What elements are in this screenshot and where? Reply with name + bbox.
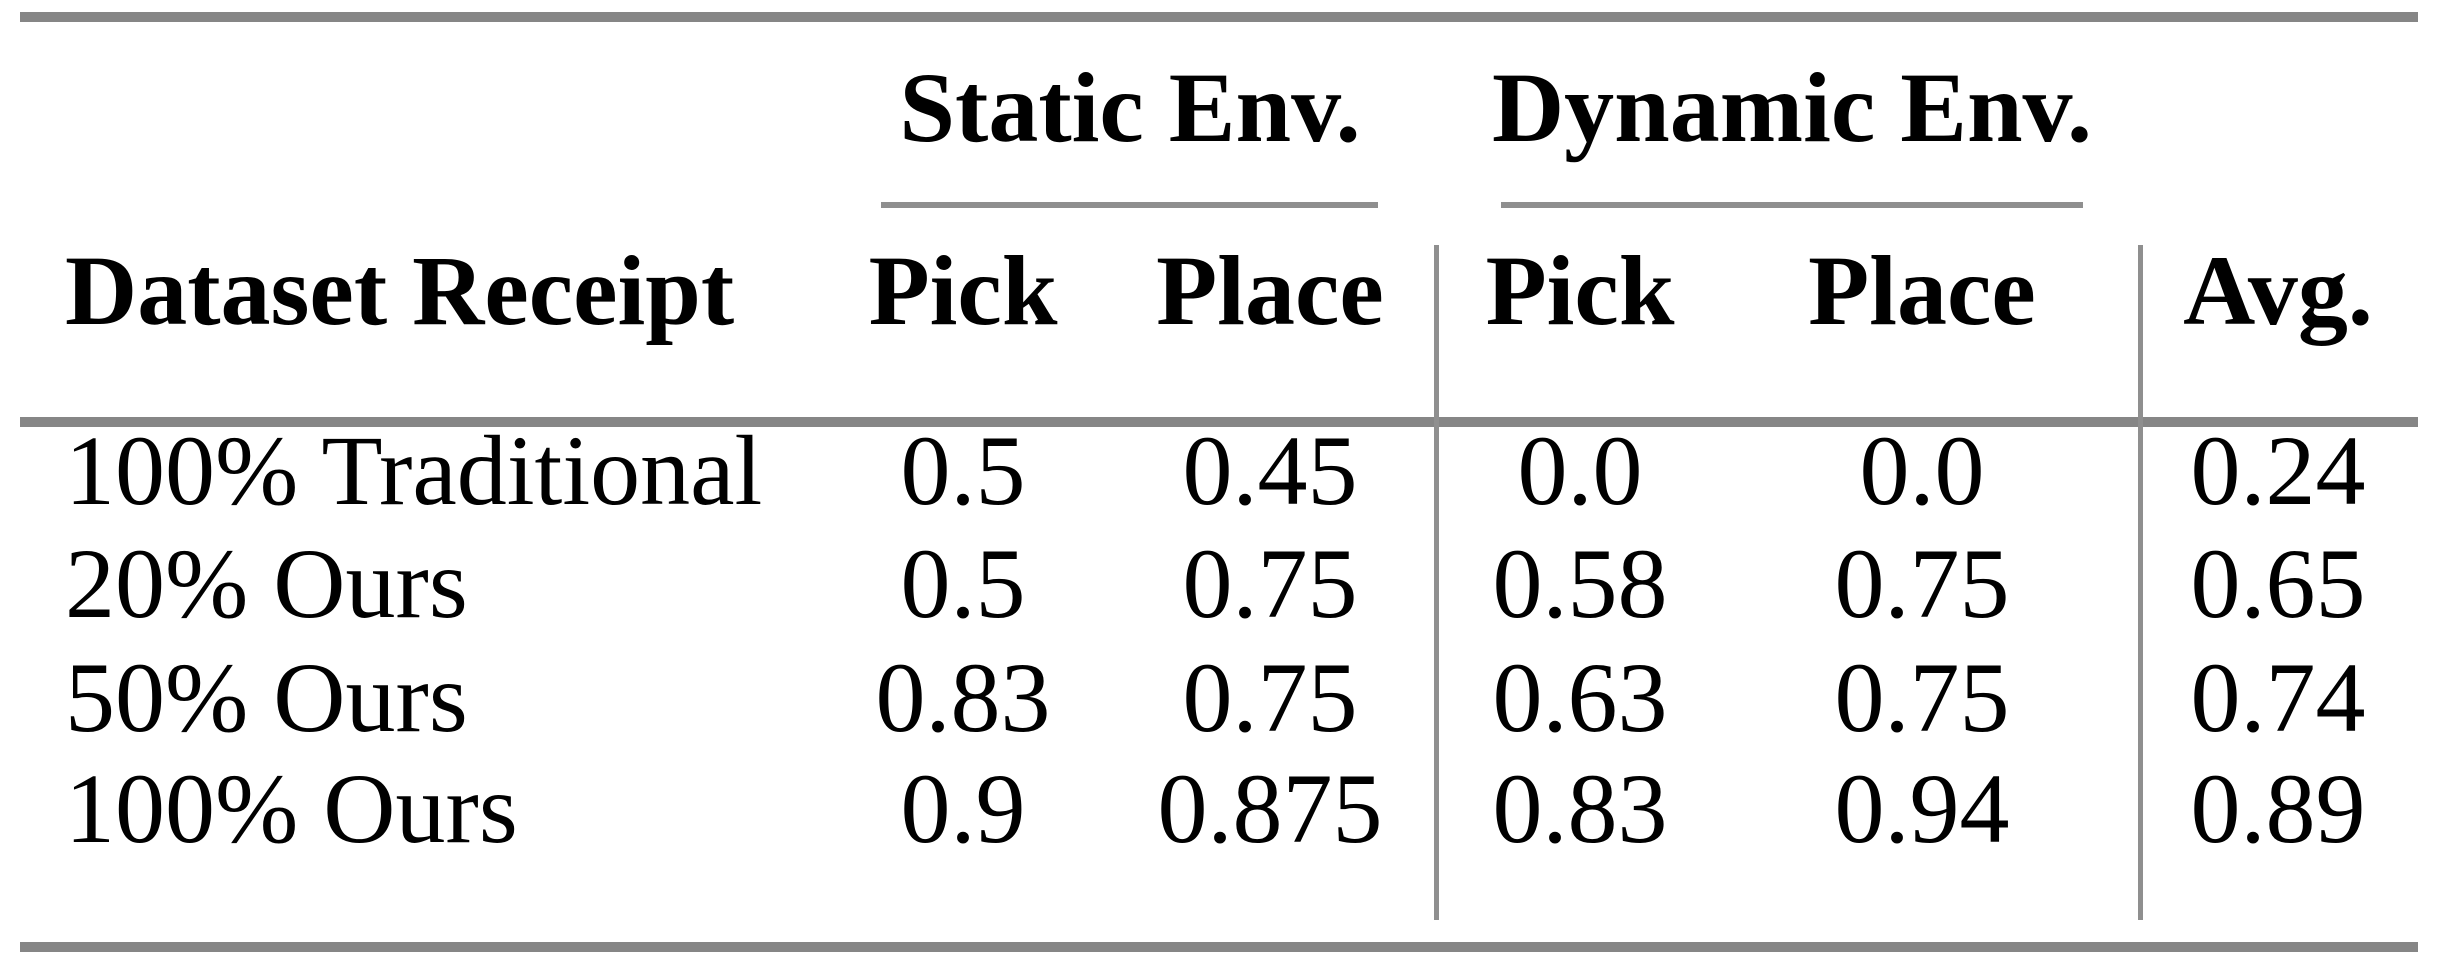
cell-static-pick: 0.9 [900, 753, 1026, 864]
cell-avg: 0.74 [2190, 642, 2366, 753]
group-header-static-env: Static Env. [899, 52, 1361, 163]
column-header-static-pick: Pick [868, 235, 1058, 346]
cell-dynamic-pick: 0.83 [1492, 753, 1668, 864]
column-header-avg: Avg. [2183, 235, 2373, 346]
column-header-static-place: Place [1156, 235, 1384, 346]
cell-static-pick: 0.83 [875, 642, 1051, 753]
cell-avg: 0.24 [2190, 415, 2366, 526]
table-bottom-rule [20, 942, 2418, 952]
row-label: 100% Traditional [65, 415, 763, 526]
cell-dynamic-place: 0.0 [1859, 415, 1985, 526]
cmidrule-static-env [881, 202, 1378, 208]
row-label: 20% Ours [65, 528, 468, 639]
cell-static-pick: 0.5 [900, 528, 1026, 639]
column-header-dataset-receipt: Dataset Receipt [65, 235, 735, 346]
table-header-rule [20, 417, 2418, 427]
cell-dynamic-pick: 0.0 [1517, 415, 1643, 526]
column-header-dynamic-pick: Pick [1485, 235, 1675, 346]
cell-avg: 0.89 [2190, 753, 2366, 864]
cmidrule-dynamic-env [1501, 202, 2083, 208]
cell-static-place: 0.875 [1157, 753, 1383, 864]
cell-static-pick: 0.5 [900, 415, 1026, 526]
vertical-separator-dynamic-avg [2138, 245, 2143, 920]
cell-dynamic-pick: 0.63 [1492, 642, 1668, 753]
cell-dynamic-place: 0.75 [1834, 528, 2010, 639]
group-header-dynamic-env: Dynamic Env. [1491, 52, 2093, 163]
cell-static-place: 0.75 [1182, 642, 1358, 753]
row-label: 50% Ours [65, 642, 468, 753]
cell-dynamic-place: 0.94 [1834, 753, 2010, 864]
table-top-rule [20, 12, 2418, 22]
row-label: 100% Ours [65, 753, 518, 864]
vertical-separator-static-dynamic [1434, 245, 1439, 920]
column-header-dynamic-place: Place [1808, 235, 2036, 346]
cell-avg: 0.65 [2190, 528, 2366, 639]
cell-dynamic-pick: 0.58 [1492, 528, 1668, 639]
cell-static-place: 0.75 [1182, 528, 1358, 639]
cell-dynamic-place: 0.75 [1834, 642, 2010, 753]
cell-static-place: 0.45 [1182, 415, 1358, 526]
